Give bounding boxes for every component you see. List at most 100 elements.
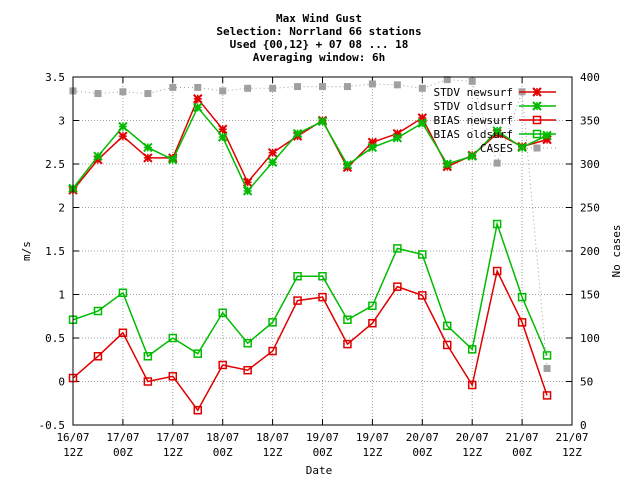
x-tick-label-date: 16/07 — [56, 431, 89, 444]
legend-swatch-marker — [532, 87, 542, 97]
legend-swatch-marker — [533, 144, 541, 152]
data-point — [143, 142, 153, 153]
title-line-1: Max Wind Gust — [276, 12, 362, 25]
data-point — [144, 90, 152, 98]
x-tick-label-hour: 00Z — [512, 446, 532, 459]
x-axis-label: Date — [306, 464, 333, 477]
title-line-4: Averaging window: 6h — [253, 51, 385, 64]
data-point — [393, 81, 401, 89]
data-point — [393, 244, 402, 253]
data-point — [542, 351, 552, 360]
data-point — [517, 142, 527, 153]
data-point — [93, 352, 103, 361]
data-point — [193, 349, 202, 358]
data-point — [417, 118, 428, 128]
data-point — [368, 318, 377, 328]
data-point — [94, 90, 102, 98]
data-point — [319, 83, 326, 91]
legend-label: BIAS newsurf — [434, 114, 513, 127]
data-point — [543, 364, 551, 372]
x-tick-label-hour: 12Z — [462, 446, 482, 459]
data-point — [467, 345, 477, 354]
legend-swatch-marker — [532, 101, 542, 111]
data-point — [169, 83, 177, 91]
data-point — [267, 157, 278, 167]
data-point — [268, 346, 277, 356]
data-point — [168, 372, 178, 381]
title-line-3: Used {00,12} + 07 08 ... 18 — [230, 38, 409, 51]
data-point — [368, 301, 377, 311]
x-tick-label-hour: 00Z — [113, 446, 133, 459]
data-point — [193, 94, 203, 104]
chart-title: Max Wind Gust Selection: Norrland 66 sta… — [216, 12, 421, 64]
series-line — [72, 106, 548, 193]
y2-tick-label: 350 — [580, 115, 600, 128]
data-point — [242, 186, 253, 196]
data-point — [467, 151, 477, 161]
data-point — [118, 121, 128, 132]
x-tick-label-hour: 12Z — [163, 446, 183, 459]
x-tick-label-date: 17/07 — [156, 431, 189, 444]
x-tick-label-hour: 00Z — [313, 446, 333, 459]
data-point — [292, 128, 303, 139]
data-point — [118, 131, 128, 141]
x-tick-label-date: 18/07 — [256, 431, 289, 444]
data-point — [442, 159, 452, 169]
data-point — [93, 151, 103, 161]
x-tick-label-hour: 12Z — [562, 446, 582, 459]
data-point — [443, 321, 452, 331]
x-tick-label-hour: 00Z — [412, 446, 432, 459]
data-point — [267, 147, 278, 158]
legend-swatch-marker — [532, 115, 542, 125]
data-point — [367, 142, 378, 153]
axis-ticks: -0.5 0 0.5 1 1.5 2 2.5 3 3.5 0 50 100 150 200 250 300 35… — [39, 71, 600, 459]
data-point — [318, 271, 327, 281]
data-point — [293, 271, 302, 281]
y2-tick-label: 0 — [580, 419, 587, 432]
data-point — [468, 77, 476, 85]
data-point — [168, 154, 178, 165]
legend-label: CASES — [480, 142, 513, 155]
y-tick-label: 0 — [58, 376, 65, 389]
data-point — [467, 380, 477, 390]
y2-tick-label: 150 — [580, 289, 600, 302]
data-point — [542, 130, 552, 140]
series-bias-newsurf — [68, 266, 552, 415]
legend-label: BIAS oldsurf — [434, 128, 513, 141]
data-point — [118, 328, 128, 338]
y2-tick-label: 400 — [580, 71, 600, 84]
y-tick-label: -0.5 — [39, 419, 66, 432]
data-point — [343, 315, 352, 324]
x-tick-label-date: 19/07 — [356, 431, 389, 444]
data-point — [143, 377, 153, 386]
data-point — [118, 288, 128, 298]
data-point — [368, 80, 376, 88]
y-tick-label: 1.5 — [45, 245, 65, 258]
x-tick-label-hour: 12Z — [63, 446, 83, 459]
y-tick-label: 2 — [58, 202, 65, 215]
data-point — [294, 83, 302, 91]
y-tick-label: 3 — [58, 115, 65, 128]
data-point — [392, 133, 403, 143]
data-point — [293, 296, 302, 305]
legend-label: STDV oldsurf — [434, 100, 513, 113]
data-point — [492, 219, 502, 229]
data-point — [218, 308, 227, 318]
data-point — [194, 83, 202, 91]
plot-frame — [72, 76, 573, 426]
data-point — [193, 102, 203, 113]
x-tick-label-hour: 12Z — [362, 446, 382, 459]
data-point — [517, 292, 527, 302]
data-point — [217, 124, 228, 134]
data-point — [393, 282, 402, 291]
y2-tick-label: 50 — [580, 376, 593, 389]
title-line-2: Selection: Norrland 66 stations — [216, 25, 421, 38]
data-point — [317, 116, 328, 127]
y2-tick-label: 250 — [580, 202, 600, 215]
y-tick-label: 0.5 — [45, 332, 65, 345]
x-tick-label-date: 18/07 — [206, 431, 239, 444]
legend-swatch-marker — [532, 129, 542, 139]
data-point — [219, 87, 227, 95]
